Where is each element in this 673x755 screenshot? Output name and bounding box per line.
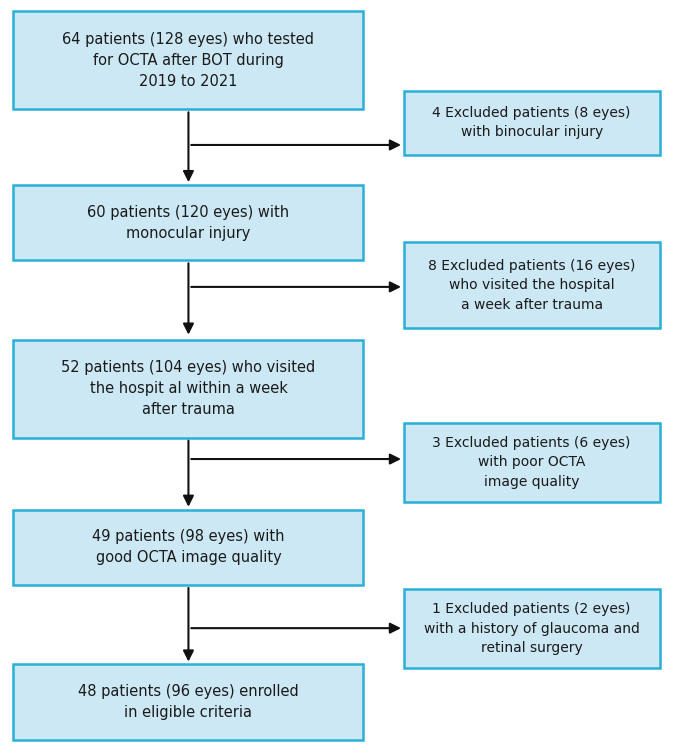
FancyBboxPatch shape: [404, 589, 660, 668]
Text: 49 patients (98 eyes) with
good OCTA image quality: 49 patients (98 eyes) with good OCTA ima…: [92, 529, 285, 565]
Text: 48 patients (96 eyes) enrolled
in eligible criteria: 48 patients (96 eyes) enrolled in eligib…: [78, 684, 299, 720]
FancyBboxPatch shape: [13, 664, 363, 740]
FancyBboxPatch shape: [13, 510, 363, 585]
Text: 4 Excluded patients (8 eyes)
with binocular injury: 4 Excluded patients (8 eyes) with binocu…: [433, 106, 631, 140]
Text: 3 Excluded patients (6 eyes)
with poor OCTA
image quality: 3 Excluded patients (6 eyes) with poor O…: [433, 436, 631, 489]
Text: 1 Excluded patients (2 eyes)
with a history of glaucoma and
retinal surgery: 1 Excluded patients (2 eyes) with a hist…: [424, 602, 639, 655]
Text: 52 patients (104 eyes) who visited
the hospit al within a week
after trauma: 52 patients (104 eyes) who visited the h…: [61, 360, 316, 418]
Text: 64 patients (128 eyes) who tested
for OCTA after BOT during
2019 to 2021: 64 patients (128 eyes) who tested for OC…: [63, 32, 314, 89]
FancyBboxPatch shape: [13, 340, 363, 438]
Text: 60 patients (120 eyes) with
monocular injury: 60 patients (120 eyes) with monocular in…: [87, 205, 289, 241]
FancyBboxPatch shape: [13, 185, 363, 260]
Text: 8 Excluded patients (16 eyes)
who visited the hospital
a week after trauma: 8 Excluded patients (16 eyes) who visite…: [428, 258, 635, 312]
FancyBboxPatch shape: [13, 11, 363, 109]
FancyBboxPatch shape: [404, 242, 660, 328]
FancyBboxPatch shape: [404, 423, 660, 502]
FancyBboxPatch shape: [404, 91, 660, 155]
